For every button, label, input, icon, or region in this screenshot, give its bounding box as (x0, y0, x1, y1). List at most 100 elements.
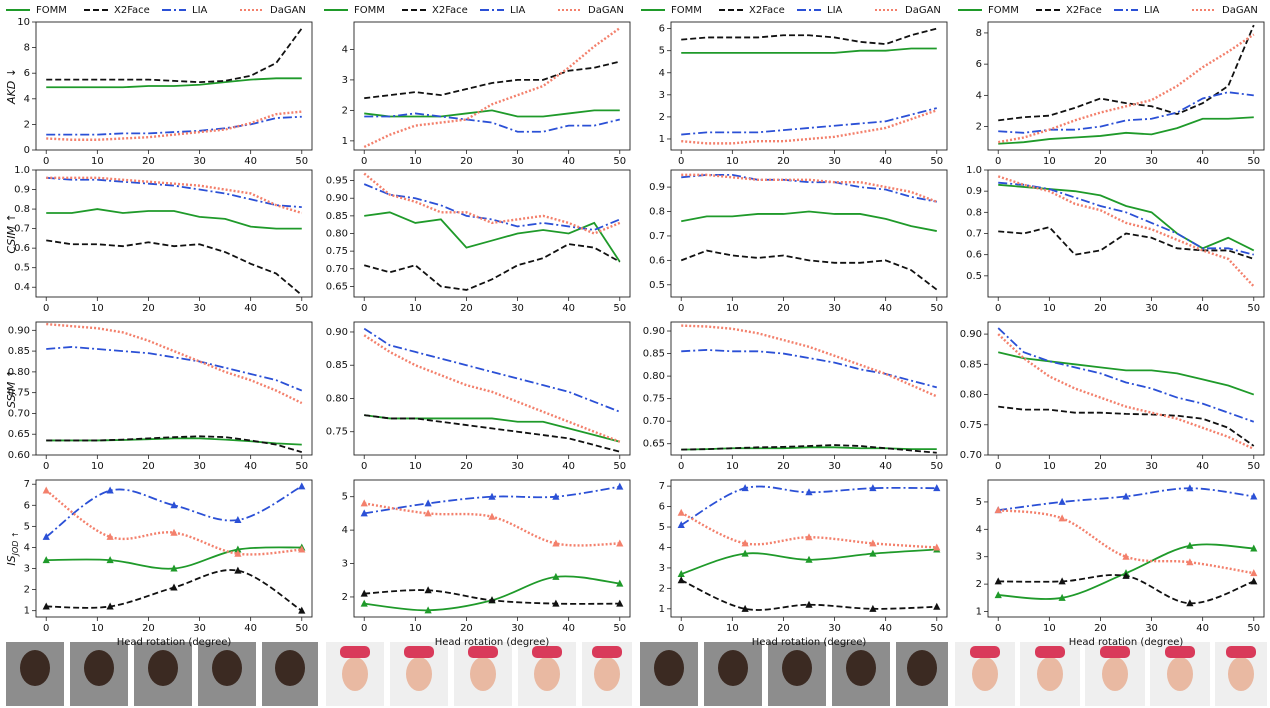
y-tick-label: 4 (976, 90, 982, 101)
panel: 0.750.800.850.9001020304050 (326, 322, 630, 472)
x-tick-label: 30 (1145, 303, 1158, 314)
y-tick-label: 10 (17, 17, 30, 28)
y-tick-label: 4 (24, 542, 30, 553)
y-tick-label: 0.95 (326, 176, 348, 187)
x-tick-label: 10 (1043, 623, 1056, 634)
y-tick-label: 0.80 (960, 390, 982, 401)
y-tick-label: 5 (24, 521, 30, 532)
y-tick-label: 0.80 (326, 393, 348, 404)
y-tick-label: 1.0 (966, 165, 982, 176)
y-tick-label: 5 (659, 522, 665, 533)
x-tick-label: 0 (678, 303, 684, 314)
x-tick-label: 0 (995, 156, 1001, 167)
y-axis-label: ISJOD ↑ (5, 531, 20, 565)
y-tick-label: 6 (976, 59, 982, 70)
y-axis-label: SSIM ↑ (5, 369, 18, 408)
x-tick-label: 0 (678, 623, 684, 634)
y-axis-label: AKD ↓ (5, 68, 18, 105)
x-tick-label: 10 (1043, 156, 1056, 167)
x-tick-label: 10 (91, 461, 104, 472)
y-tick-label: 2 (342, 105, 348, 116)
series-line (46, 209, 302, 229)
series-line (681, 513, 937, 548)
series-line (46, 347, 302, 391)
x-tick-label: 20 (1094, 156, 1107, 167)
point-marker (298, 482, 305, 489)
y-tick-label: 0.6 (649, 255, 665, 266)
y-tick-label: 6 (659, 502, 665, 513)
y-tick-label: 0.85 (643, 349, 665, 360)
point-marker (488, 513, 495, 520)
y-tick-label: 0.70 (960, 450, 982, 461)
x-tick-label: 40 (562, 461, 575, 472)
x-tick-label: 40 (244, 156, 257, 167)
legend-label: FOMM (354, 5, 385, 16)
y-tick-label: 0.70 (643, 416, 665, 427)
point-marker (107, 487, 114, 494)
legend-label: DaGAN (270, 5, 306, 16)
y-tick-label: 0.4 (14, 282, 30, 293)
y-tick-label: 5 (976, 497, 982, 508)
y-tick-label: 0.75 (326, 246, 348, 257)
series-line (46, 117, 302, 135)
series-line (681, 110, 937, 143)
legend-label: DaGAN (588, 5, 624, 16)
legend-label: X2Face (114, 5, 150, 16)
plot-frame (988, 480, 1264, 617)
x-tick-label: 30 (511, 461, 524, 472)
series-line (364, 503, 620, 545)
x-tick-label: 50 (1247, 623, 1260, 634)
x-tick-label: 40 (879, 156, 892, 167)
panel: 0.650.700.750.800.850.900.9501020304050 (326, 170, 630, 314)
point-marker (298, 607, 305, 614)
y-tick-label: 0.70 (326, 264, 348, 275)
y-tick-label: 7 (24, 479, 30, 490)
series-line (681, 108, 937, 134)
legend-label: LIA (510, 5, 526, 16)
x-tick-label: 10 (1043, 303, 1056, 314)
legend-label: LIA (1144, 5, 1160, 16)
y-tick-label: 0.8 (649, 207, 665, 218)
x-tick-label: 20 (460, 623, 473, 634)
x-tick-label: 50 (613, 156, 626, 167)
x-tick-label: 30 (511, 156, 524, 167)
x-tick-label: 30 (511, 303, 524, 314)
x-tick-label: 0 (361, 156, 367, 167)
y-tick-label: 4 (342, 44, 348, 55)
y-tick-label: 2 (976, 579, 982, 590)
y-tick-label: 2 (24, 585, 30, 596)
x-tick-label: 0 (43, 623, 49, 634)
y-tick-label: 0 (24, 145, 30, 156)
legend-label: X2Face (749, 5, 785, 16)
series-line (364, 415, 620, 452)
y-tick-label: 0.85 (8, 346, 30, 357)
x-tick-label: 30 (193, 623, 206, 634)
y-tick-label: 3 (24, 564, 30, 575)
y-tick-label: 0.80 (643, 371, 665, 382)
y-tick-label: 2 (342, 592, 348, 603)
x-tick-label: 40 (1196, 623, 1209, 634)
x-axis-label: Head rotation (degree) (752, 637, 867, 648)
y-tick-label: 4 (24, 94, 30, 105)
point-marker (933, 603, 940, 610)
x-tick-label: 0 (361, 461, 367, 472)
x-tick-label: 50 (295, 156, 308, 167)
x-tick-label: 50 (1247, 156, 1260, 167)
x-tick-label: 0 (995, 461, 1001, 472)
y-tick-label: 1 (342, 136, 348, 147)
series-line (46, 178, 302, 213)
y-tick-label: 2 (659, 583, 665, 594)
x-tick-label: 40 (244, 303, 257, 314)
legend-label: DaGAN (905, 5, 941, 16)
y-tick-label: 0.70 (8, 408, 30, 419)
plot-frame (36, 170, 312, 297)
x-tick-label: 50 (1247, 303, 1260, 314)
x-tick-label: 50 (295, 461, 308, 472)
series-line (364, 62, 620, 99)
y-tick-label: 0.85 (326, 211, 348, 222)
x-tick-label: 30 (828, 461, 841, 472)
x-tick-label: 50 (613, 461, 626, 472)
